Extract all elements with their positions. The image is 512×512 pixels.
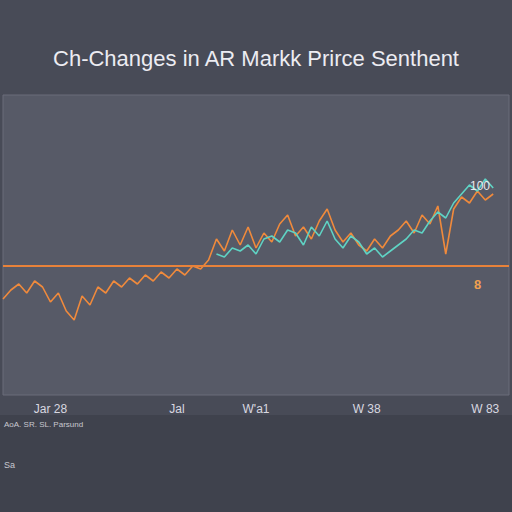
svg-text:W 83: W 83 <box>471 402 499 416</box>
svg-text:Jar 28: Jar 28 <box>34 402 68 416</box>
svg-text:Sa: Sa <box>4 460 15 470</box>
svg-text:W 38: W 38 <box>353 402 381 416</box>
svg-text:W'a1: W'a1 <box>243 402 270 416</box>
svg-text:Jal: Jal <box>169 402 184 416</box>
svg-text:Ch-Changes in AR Markk Prirce: Ch-Changes in AR Markk Prirce Senthent <box>53 46 459 71</box>
svg-text:100: 100 <box>470 179 490 193</box>
svg-text:AoA. SR. SL. Parsund: AoA. SR. SL. Parsund <box>4 420 83 429</box>
svg-text:8: 8 <box>474 277 481 292</box>
